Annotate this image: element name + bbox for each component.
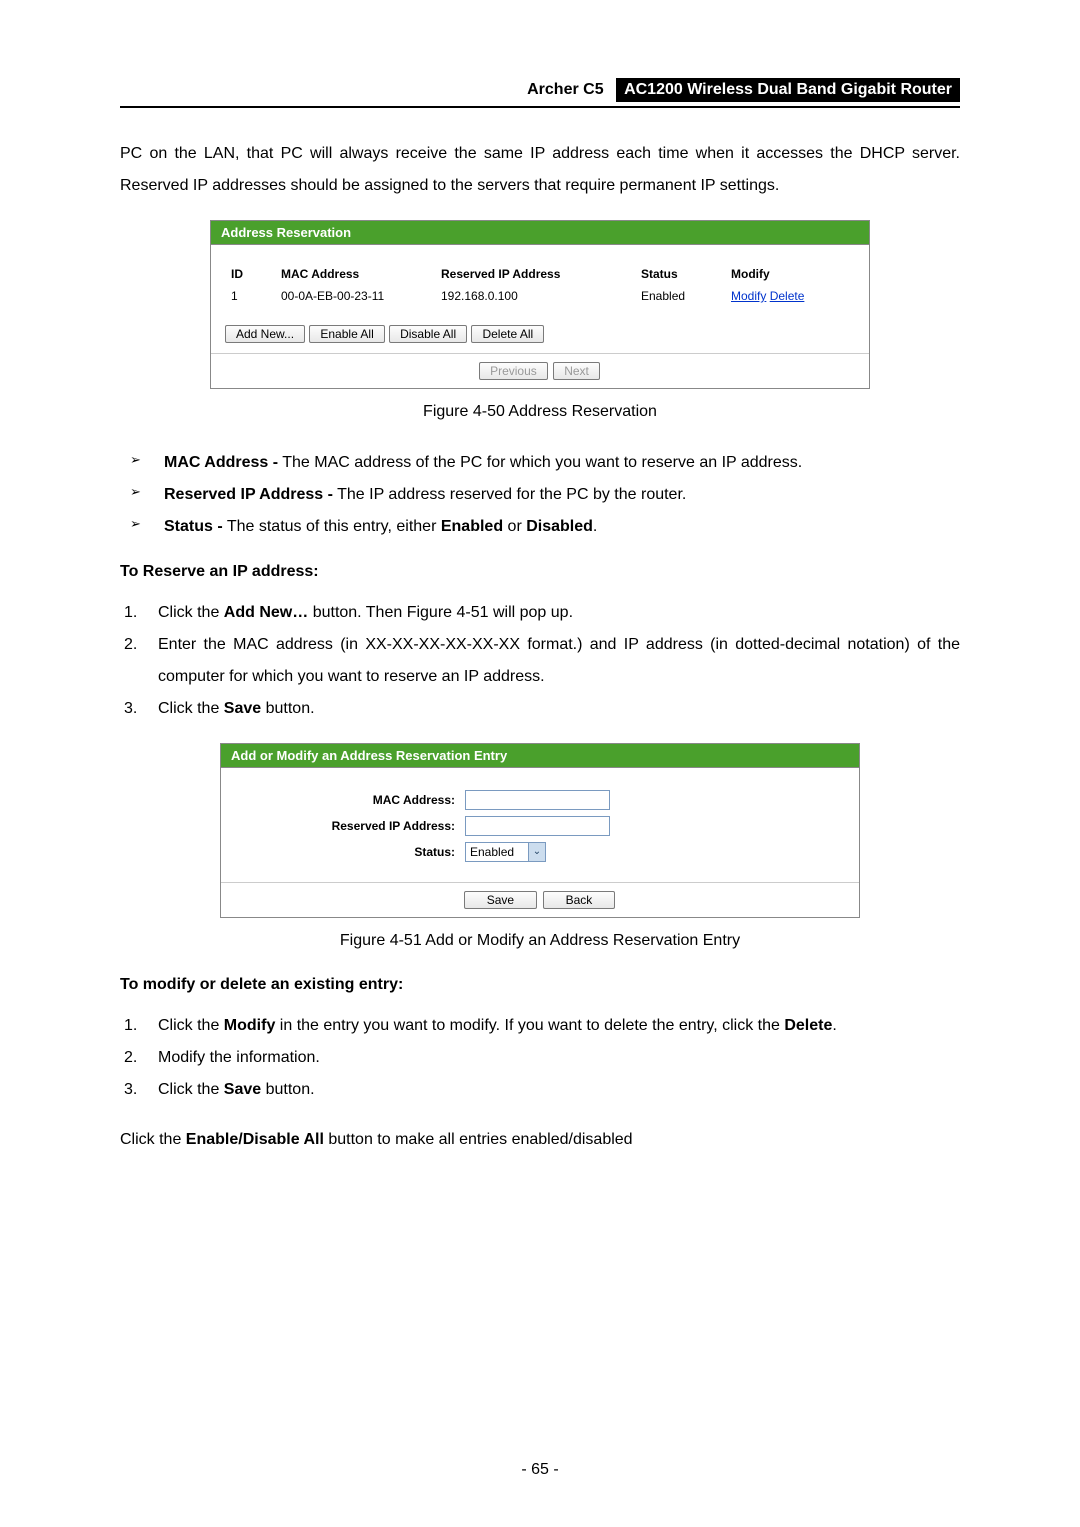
step2-text: Enter the MAC address (in XX-XX-XX-XX-XX… bbox=[158, 629, 960, 693]
step-num: 3. bbox=[124, 1074, 158, 1106]
fig1-caption: Figure 4-50 Address Reservation bbox=[120, 403, 960, 421]
button-row: Add New... Enable All Disable All Delete… bbox=[225, 325, 855, 343]
col-mac: MAC Address bbox=[275, 263, 435, 285]
step1-text: Click the Add New… button. Then Figure 4… bbox=[158, 597, 960, 629]
add-modify-panel: Add or Modify an Address Reservation Ent… bbox=[220, 743, 860, 918]
mac-label: MAC Address: bbox=[235, 793, 465, 807]
reservation-table: ID MAC Address Reserved IP Address Statu… bbox=[225, 263, 855, 307]
step-num: 2. bbox=[124, 1042, 158, 1074]
delete-all-button[interactable]: Delete All bbox=[471, 325, 544, 343]
step-num: 1. bbox=[124, 597, 158, 629]
disable-all-button[interactable]: Disable All bbox=[389, 325, 467, 343]
fig2-caption: Figure 4-51 Add or Modify an Address Res… bbox=[120, 932, 960, 950]
col-ip: Reserved IP Address bbox=[435, 263, 635, 285]
ip-label: Reserved IP Address: bbox=[235, 819, 465, 833]
chevron-down-icon: ⌄ bbox=[528, 843, 545, 861]
ip-input[interactable] bbox=[465, 816, 610, 836]
panel2-title: Add or Modify an Address Reservation Ent… bbox=[221, 744, 859, 768]
cell-mac: 00-0A-EB-00-23-11 bbox=[275, 285, 435, 307]
status-value: Enabled bbox=[466, 845, 528, 859]
nav-row: Previous Next bbox=[211, 353, 869, 388]
col-modify: Modify bbox=[725, 263, 855, 285]
col-status: Status bbox=[635, 263, 725, 285]
modify-link[interactable]: Modify bbox=[731, 289, 766, 303]
page-header: Archer C5 AC1200 Wireless Dual Band Giga… bbox=[120, 78, 960, 108]
panel1-title: Address Reservation bbox=[211, 221, 869, 245]
bullet-mac: MAC Address - The MAC address of the PC … bbox=[164, 447, 802, 479]
mstep1-text: Click the Modify in the entry you want t… bbox=[158, 1010, 960, 1042]
next-button[interactable]: Next bbox=[553, 362, 600, 380]
table-row: 1 00-0A-EB-00-23-11 192.168.0.100 Enable… bbox=[225, 285, 855, 307]
back-button[interactable]: Back bbox=[543, 891, 616, 909]
field-descriptions: ➢ MAC Address - The MAC address of the P… bbox=[130, 447, 960, 543]
bullet-arrow-icon: ➢ bbox=[130, 447, 164, 479]
intro-paragraph: PC on the LAN, that PC will always recei… bbox=[120, 138, 960, 202]
header-model: Archer C5 bbox=[527, 81, 611, 99]
header-product: AC1200 Wireless Dual Band Gigabit Router bbox=[616, 78, 960, 102]
modify-heading: To modify or delete an existing entry: bbox=[120, 976, 960, 994]
reserve-steps: 1. Click the Add New… button. Then Figur… bbox=[124, 597, 960, 725]
bullet-arrow-icon: ➢ bbox=[130, 479, 164, 511]
reserve-heading: To Reserve an IP address: bbox=[120, 563, 960, 581]
delete-link[interactable]: Delete bbox=[770, 289, 805, 303]
bullet-status: Status - The status of this entry, eithe… bbox=[164, 511, 597, 543]
step-num: 1. bbox=[124, 1010, 158, 1042]
bullet-arrow-icon: ➢ bbox=[130, 511, 164, 543]
previous-button[interactable]: Previous bbox=[479, 362, 548, 380]
mstep3-text: Click the Save button. bbox=[158, 1074, 960, 1106]
step-num: 2. bbox=[124, 629, 158, 693]
status-label: Status: bbox=[235, 845, 465, 859]
save-button[interactable]: Save bbox=[464, 891, 537, 909]
col-id: ID bbox=[225, 263, 275, 285]
mac-input[interactable] bbox=[465, 790, 610, 810]
cell-id: 1 bbox=[225, 285, 275, 307]
form-button-row: Save Back bbox=[221, 882, 859, 917]
address-reservation-panel: Address Reservation ID MAC Address Reser… bbox=[210, 220, 870, 389]
step3-text: Click the Save button. bbox=[158, 693, 960, 725]
step-num: 3. bbox=[124, 693, 158, 725]
add-new-button[interactable]: Add New... bbox=[225, 325, 305, 343]
mstep2-text: Modify the information. bbox=[158, 1042, 960, 1074]
bullet-ip: Reserved IP Address - The IP address res… bbox=[164, 479, 686, 511]
cell-status: Enabled bbox=[635, 285, 725, 307]
page-number: - 65 - bbox=[0, 1461, 1080, 1479]
cell-ip: 192.168.0.100 bbox=[435, 285, 635, 307]
status-select[interactable]: Enabled ⌄ bbox=[465, 842, 546, 862]
tail-text: Click the Enable/Disable All button to m… bbox=[120, 1124, 960, 1156]
enable-all-button[interactable]: Enable All bbox=[309, 325, 384, 343]
modify-steps: 1. Click the Modify in the entry you wan… bbox=[124, 1010, 960, 1106]
